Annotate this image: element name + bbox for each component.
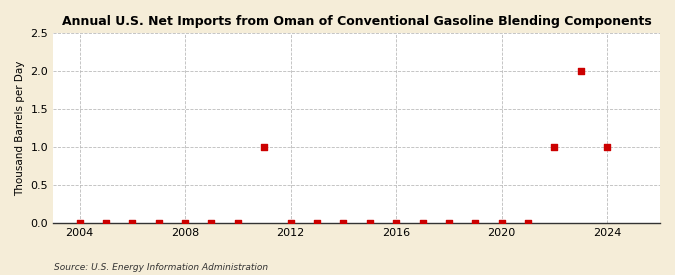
Point — [180, 221, 190, 225]
Point — [364, 221, 375, 225]
Point — [417, 221, 428, 225]
Point — [153, 221, 164, 225]
Point — [259, 145, 269, 149]
Point — [206, 221, 217, 225]
Point — [101, 221, 111, 225]
Point — [127, 221, 138, 225]
Point — [232, 221, 243, 225]
Point — [549, 145, 560, 149]
Point — [470, 221, 481, 225]
Point — [496, 221, 507, 225]
Point — [576, 69, 587, 73]
Text: Source: U.S. Energy Information Administration: Source: U.S. Energy Information Administ… — [54, 263, 268, 272]
Point — [338, 221, 349, 225]
Title: Annual U.S. Net Imports from Oman of Conventional Gasoline Blending Components: Annual U.S. Net Imports from Oman of Con… — [61, 15, 651, 28]
Point — [312, 221, 323, 225]
Point — [522, 221, 533, 225]
Point — [286, 221, 296, 225]
Y-axis label: Thousand Barrels per Day: Thousand Barrels per Day — [15, 60, 25, 196]
Point — [602, 145, 613, 149]
Point — [74, 221, 85, 225]
Point — [391, 221, 402, 225]
Point — [443, 221, 454, 225]
